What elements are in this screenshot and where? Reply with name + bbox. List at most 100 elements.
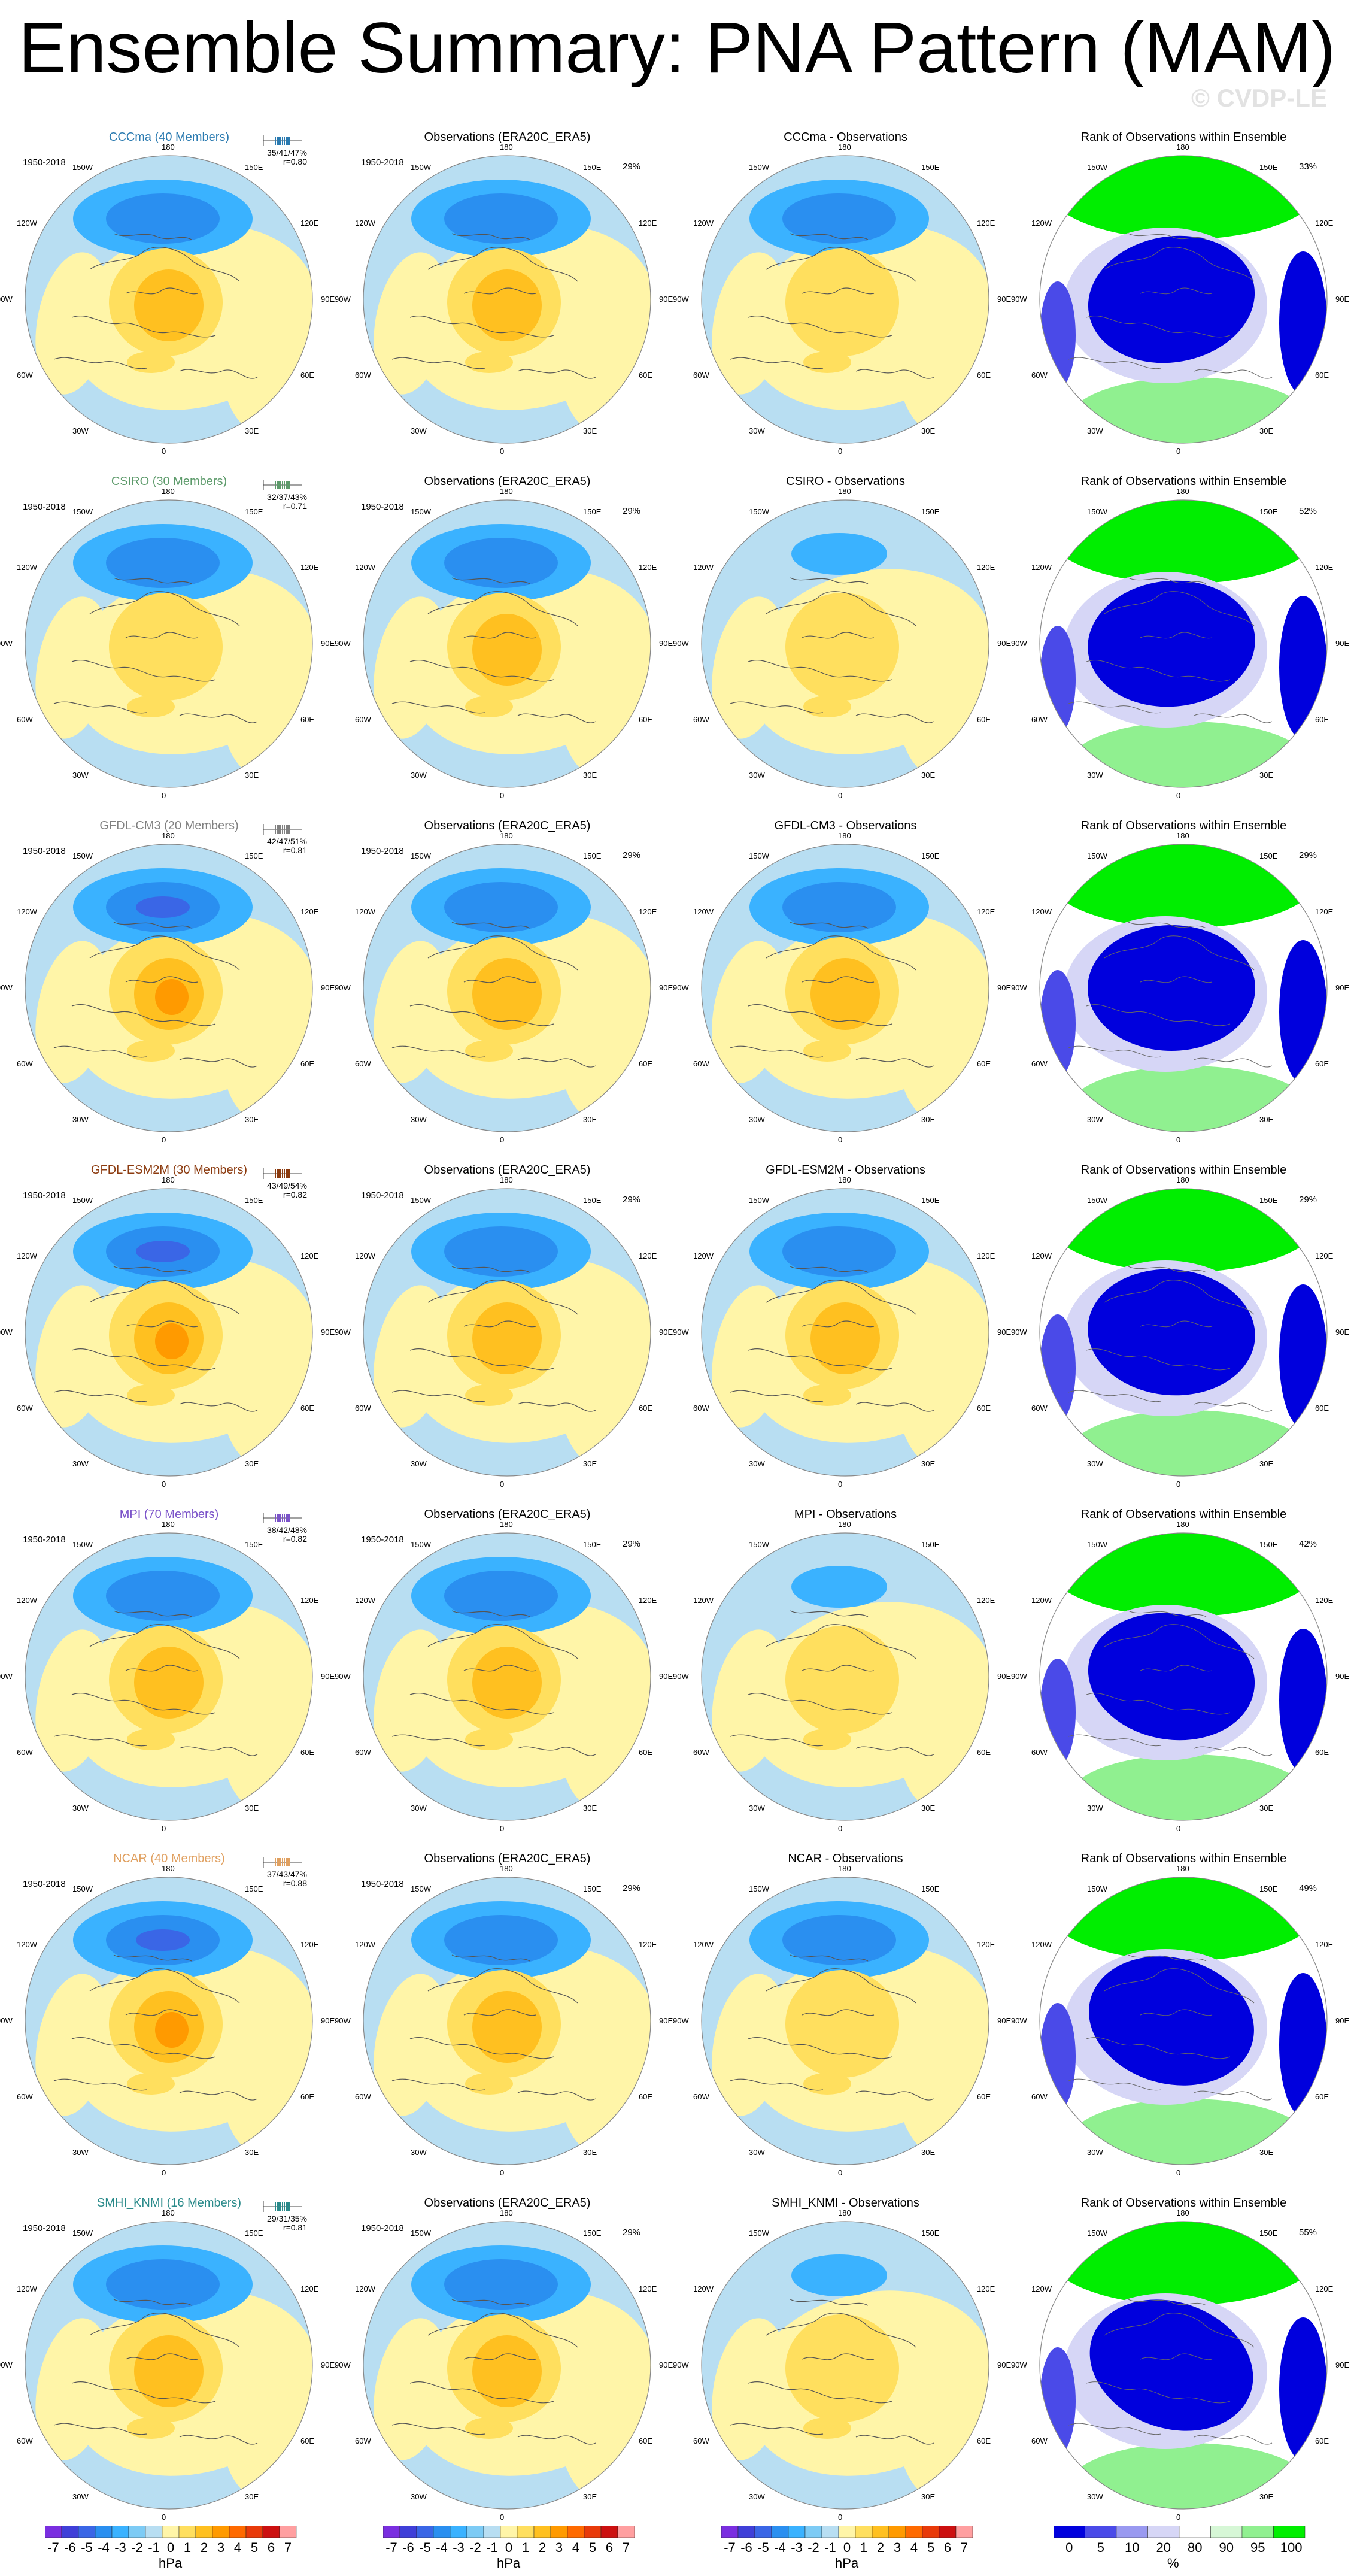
coastline xyxy=(179,369,258,379)
coastline xyxy=(802,1665,875,1672)
longitude-label: 60E xyxy=(300,2092,315,2101)
pacific-low-core xyxy=(106,193,220,244)
coastline xyxy=(1068,701,1162,714)
colorbar-tick-label: 2 xyxy=(538,2540,547,2555)
longitude-label: 90W xyxy=(1011,2360,1027,2369)
high-anomaly-core xyxy=(134,2335,204,2407)
coastline xyxy=(748,1004,892,1026)
colorbar-units: % xyxy=(1167,2556,1179,2571)
rank-high-region xyxy=(1070,1754,1309,1820)
rank-title: Rank of Observations within Ensemble xyxy=(1080,1852,1287,1865)
coastline xyxy=(463,976,536,983)
longitude-label: 120E xyxy=(638,2284,657,2293)
coastline xyxy=(1086,1004,1231,1026)
longitude-label: 60E xyxy=(638,1748,653,1757)
longitude-label: 60W xyxy=(693,371,709,380)
coastline xyxy=(802,1320,875,1328)
coastline xyxy=(790,1954,869,1962)
longitude-label: 30W xyxy=(72,1114,89,1124)
longitude-label: 30W xyxy=(411,1459,427,1468)
longitude-label: 180 xyxy=(838,143,851,151)
coastline xyxy=(409,1348,554,1371)
longitude-label: 60W xyxy=(17,1748,33,1757)
longitude-label: 0 xyxy=(838,2513,843,2522)
longitude-label: 120E xyxy=(976,1596,995,1605)
high-anomaly-secondary xyxy=(803,1040,851,1062)
pattern-stats: 42/47/51% r=0.81 xyxy=(254,837,307,855)
longitude-label: 90E xyxy=(321,1672,335,1681)
coastline xyxy=(855,1402,934,1412)
rank-low-region xyxy=(1088,235,1255,363)
coastline xyxy=(1086,2381,1231,2404)
coastline xyxy=(179,1746,258,1756)
colorbar-swatch xyxy=(128,2526,146,2538)
longitude-label: 90E xyxy=(1335,1328,1350,1337)
obs-panel: Observations (ERA20C_ERA5) 1950-2018 29% 18… xyxy=(335,464,676,808)
longitude-label: 90E xyxy=(321,295,335,304)
longitude-label: 0 xyxy=(838,2168,843,2177)
colorbar-tick-label: -1 xyxy=(824,2540,836,2555)
longitude-label: 180 xyxy=(838,1864,851,1873)
coastline xyxy=(89,1968,240,2004)
map-boundary xyxy=(1039,499,1328,788)
colorbar-swatch xyxy=(939,2526,957,2538)
coastline xyxy=(427,591,578,626)
longitude-label: 120E xyxy=(976,1940,995,1949)
rank-low-region xyxy=(1088,1269,1255,1396)
coastline xyxy=(1104,1280,1255,1315)
longitude-label: 90W xyxy=(673,2016,689,2025)
longitude-label: 150W xyxy=(749,1884,769,1894)
longitude-label: 30E xyxy=(1259,1803,1274,1813)
coastline xyxy=(179,2435,258,2445)
coastline xyxy=(463,1665,536,1672)
longitude-label: 60E xyxy=(976,1404,991,1413)
colorbar-tick-label: 4 xyxy=(572,2540,580,2555)
colorbar-tick-label: 7 xyxy=(622,2540,630,2555)
colorbar-units: hPa xyxy=(497,2556,521,2571)
coastline xyxy=(53,2423,147,2435)
longitude-label: 30W xyxy=(749,770,765,780)
rank-panel: Rank of Observations within Ensemble 52% 1… xyxy=(1011,464,1353,808)
coastline xyxy=(113,1954,192,1962)
longitude-label: 180 xyxy=(162,1175,175,1184)
colorbar-tick-label: 7 xyxy=(284,2540,292,2555)
colorbar-tick-label: -3 xyxy=(791,2540,803,2555)
polar-map xyxy=(25,155,313,444)
longitude-label: 60W xyxy=(355,2092,371,2101)
polar-map xyxy=(25,1877,313,2165)
colorbar-swatch xyxy=(584,2526,602,2538)
colorbar-3 xyxy=(721,2526,973,2538)
obs-panel: Observations (ERA20C_ERA5) 1950-2018 29% 18… xyxy=(335,1497,676,1841)
longitude-label: 150E xyxy=(583,507,602,517)
pacific-low-core xyxy=(782,193,896,244)
longitude-label: 0 xyxy=(1176,1480,1181,1489)
rank-high-region xyxy=(1070,2099,1309,2165)
obs-variance-explained: 29% xyxy=(623,1195,641,1205)
longitude-label: 30E xyxy=(1259,770,1274,780)
coastline xyxy=(53,701,147,714)
longitude-label: 30E xyxy=(583,2492,597,2501)
longitude-label: 120E xyxy=(300,907,319,916)
longitude-label: 90W xyxy=(0,1328,13,1337)
coastline xyxy=(1068,1390,1162,1402)
high-anomaly-secondary xyxy=(465,2417,513,2439)
coastline xyxy=(409,1693,554,1715)
coastline xyxy=(1068,357,1162,369)
polar-map xyxy=(25,499,313,788)
longitude-label: 120W xyxy=(693,219,714,228)
longitude-label: 60W xyxy=(1031,371,1048,380)
coastline xyxy=(517,369,596,379)
longitude-label: 120E xyxy=(976,563,995,572)
coastline xyxy=(748,1693,892,1715)
colorbar-tick-label: -5 xyxy=(81,2540,93,2555)
pacific-low-core xyxy=(106,538,220,588)
longitude-label: 150W xyxy=(72,163,93,172)
coastline xyxy=(71,2381,216,2404)
high-anomaly-secondary xyxy=(465,351,513,373)
year-range: 1950-2018 xyxy=(23,502,66,512)
longitude-label: 0 xyxy=(500,447,505,456)
longitude-label: 90W xyxy=(0,1672,13,1681)
rank-high-region xyxy=(1070,722,1309,787)
polar-map xyxy=(1039,2221,1328,2510)
colorbar-swatch xyxy=(737,2526,755,2538)
